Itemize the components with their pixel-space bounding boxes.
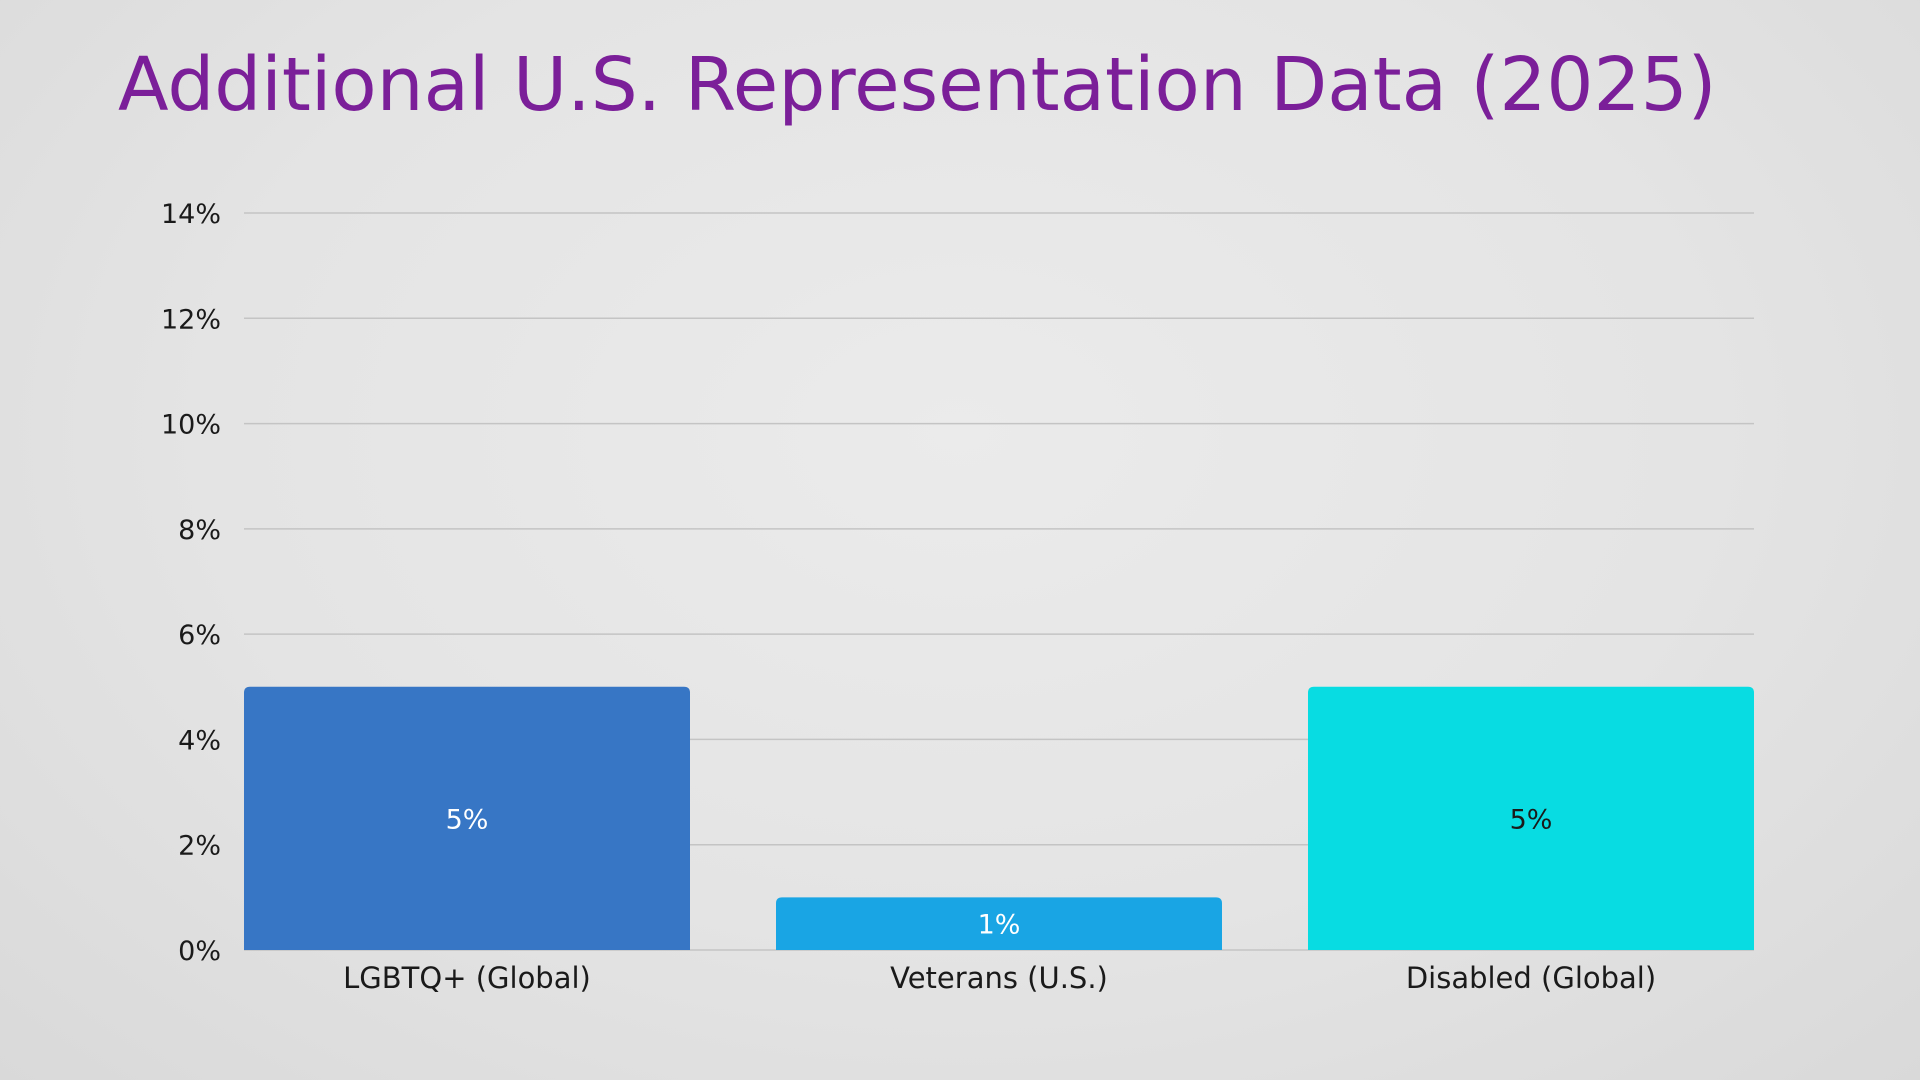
slide-title: Additional U.S. Representation Data (202… [118,42,1717,128]
bar [1308,686,1754,950]
bar [244,686,690,950]
y-tick-label: 2% [178,831,221,862]
y-tick-label: 12% [161,304,221,335]
y-tick-label: 10% [161,410,221,441]
y-tick-label: 6% [178,620,221,651]
y-tick-label: 0% [178,936,221,967]
x-category-label: Veterans (U.S.) [890,961,1108,995]
bar [776,897,1222,950]
y-tick-label: 4% [178,725,221,756]
x-category-label: Disabled (Global) [1406,961,1656,995]
bar-data-label: 5% [446,804,489,835]
bar-data-label: 5% [1510,804,1553,835]
y-tick-label: 8% [178,515,221,546]
x-category-label: LGBTQ+ (Global) [343,961,591,995]
bar-data-label: 1% [978,910,1021,941]
y-tick-label: 14% [161,199,221,230]
